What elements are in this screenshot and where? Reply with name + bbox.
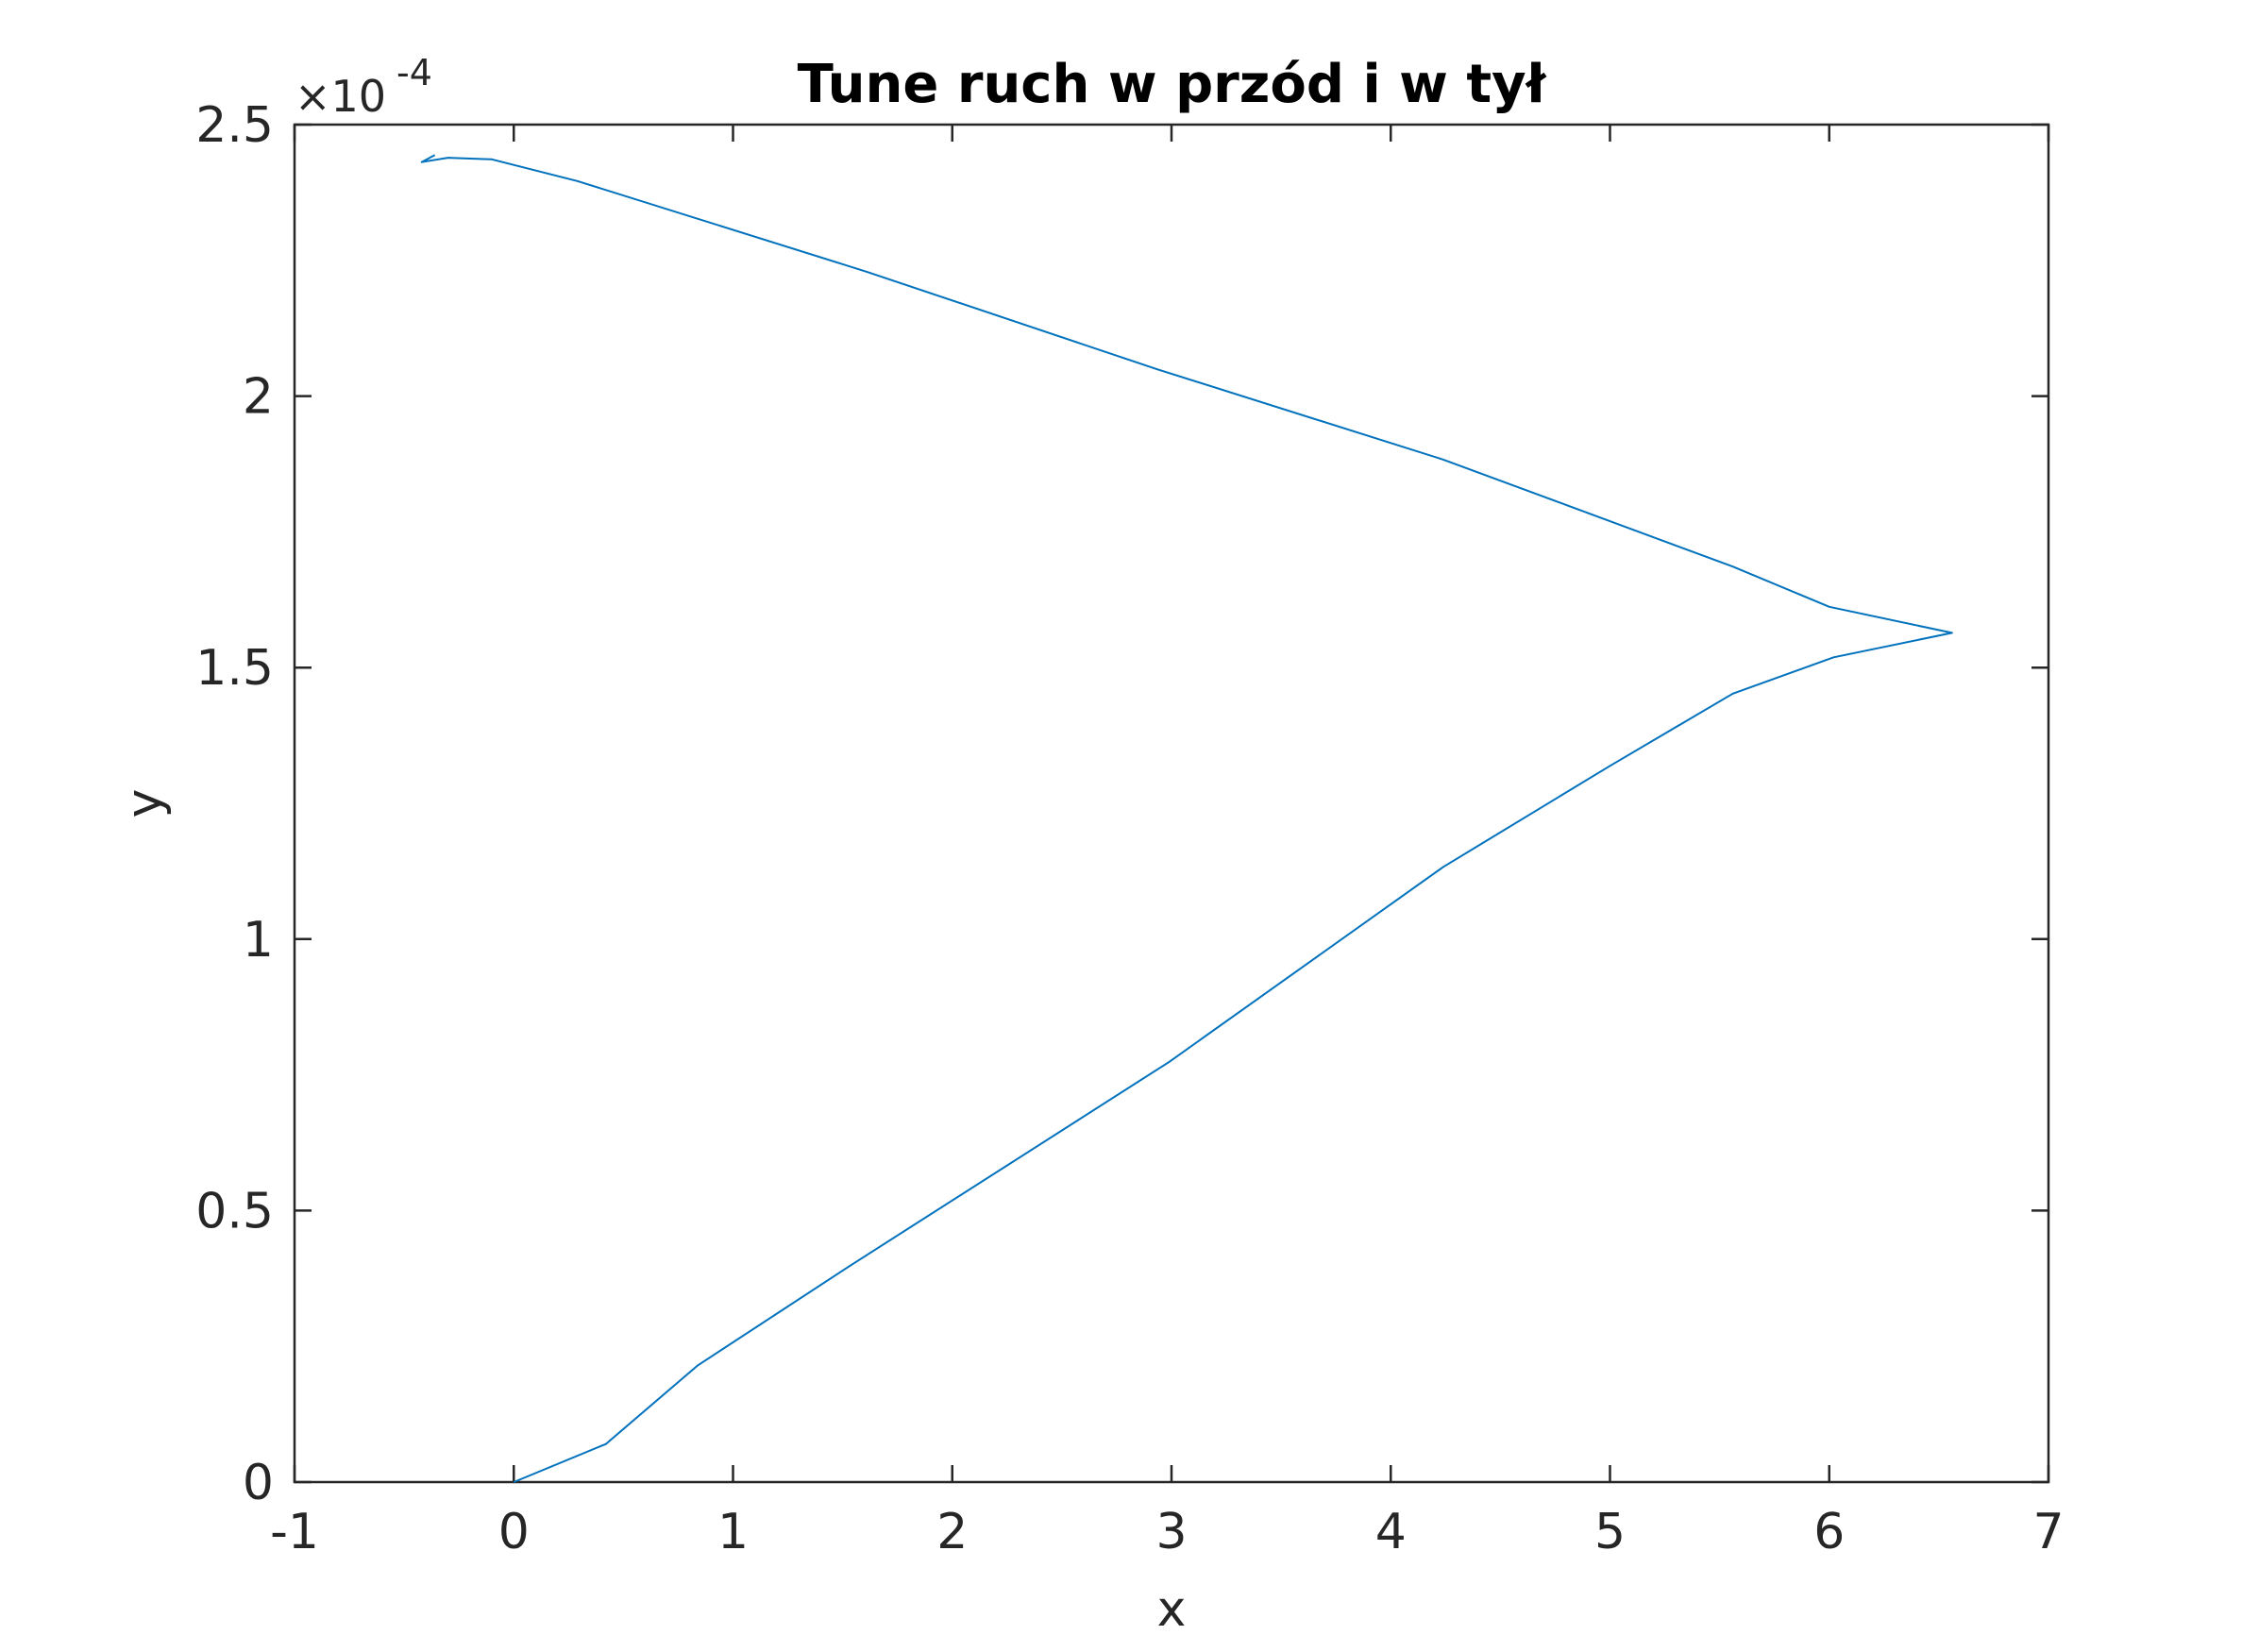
x-tick-label: 0 (498, 1504, 530, 1560)
x-tick-label: -1 (270, 1504, 319, 1560)
x-tick-label: 7 (2032, 1504, 2064, 1560)
x-axis-label: x (1157, 1581, 1187, 1638)
y-multiplier-exponent: -4 (396, 52, 432, 93)
data-line (420, 154, 1953, 1483)
chart-title: Tune ruch w przód i w tył (798, 54, 1547, 115)
x-tick-label: 5 (1594, 1504, 1626, 1560)
y-tick-label: 1 (243, 912, 274, 969)
y-tick-label: 1.5 (195, 640, 274, 697)
y-tick-label: 0.5 (195, 1183, 274, 1239)
x-tick-label: 6 (1813, 1504, 1845, 1560)
y-tick-label: 2 (243, 369, 274, 426)
x-tick-label: 4 (1375, 1504, 1407, 1560)
y-multiplier: ×10 (295, 71, 386, 122)
axes-box (293, 123, 2050, 1484)
y-axis-label: y (116, 789, 173, 818)
x-tick-label: 3 (1155, 1504, 1187, 1560)
y-tick-label: 2.5 (195, 97, 274, 154)
x-tick-label: 2 (936, 1504, 968, 1560)
y-tick-label: 0 (243, 1455, 274, 1511)
x-tick-label: 1 (717, 1504, 749, 1560)
